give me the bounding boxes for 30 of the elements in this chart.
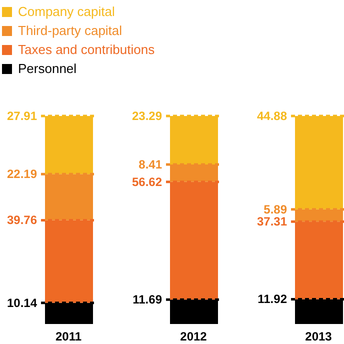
data-label: 39.76	[6, 213, 38, 228]
data-label: 56.62	[132, 174, 162, 189]
data-label: 11.69	[132, 292, 162, 307]
bar	[170, 300, 218, 324]
data-label: 22.19	[6, 167, 38, 182]
bar	[45, 116, 93, 174]
data-label: 11.92	[258, 292, 288, 306]
bar	[295, 299, 343, 324]
bar	[170, 182, 218, 300]
legend-label: Company capital	[18, 4, 115, 19]
bar	[45, 220, 93, 303]
bar	[295, 222, 343, 300]
data-label: 23.29	[132, 109, 162, 123]
bar	[170, 116, 218, 164]
data-label: 10.14	[6, 296, 38, 310]
bar	[295, 116, 343, 210]
x-tick-label: 2011	[55, 330, 82, 344]
data-label: 37.31	[256, 214, 288, 229]
legend-label: Taxes and contributions	[18, 42, 155, 57]
data-label: 5.89	[264, 202, 288, 216]
x-tick-label: 2012	[180, 330, 208, 344]
legend-label: Third-party capital	[18, 23, 122, 38]
bar	[45, 302, 93, 324]
data-label: 27.91	[6, 109, 38, 124]
legend-label: Personnel	[18, 61, 77, 76]
data-label: 44.88	[256, 109, 288, 124]
data-label: 8.41	[138, 157, 162, 172]
bar	[45, 174, 93, 220]
bar	[170, 164, 218, 182]
x-tick-label: 2013	[305, 330, 332, 344]
